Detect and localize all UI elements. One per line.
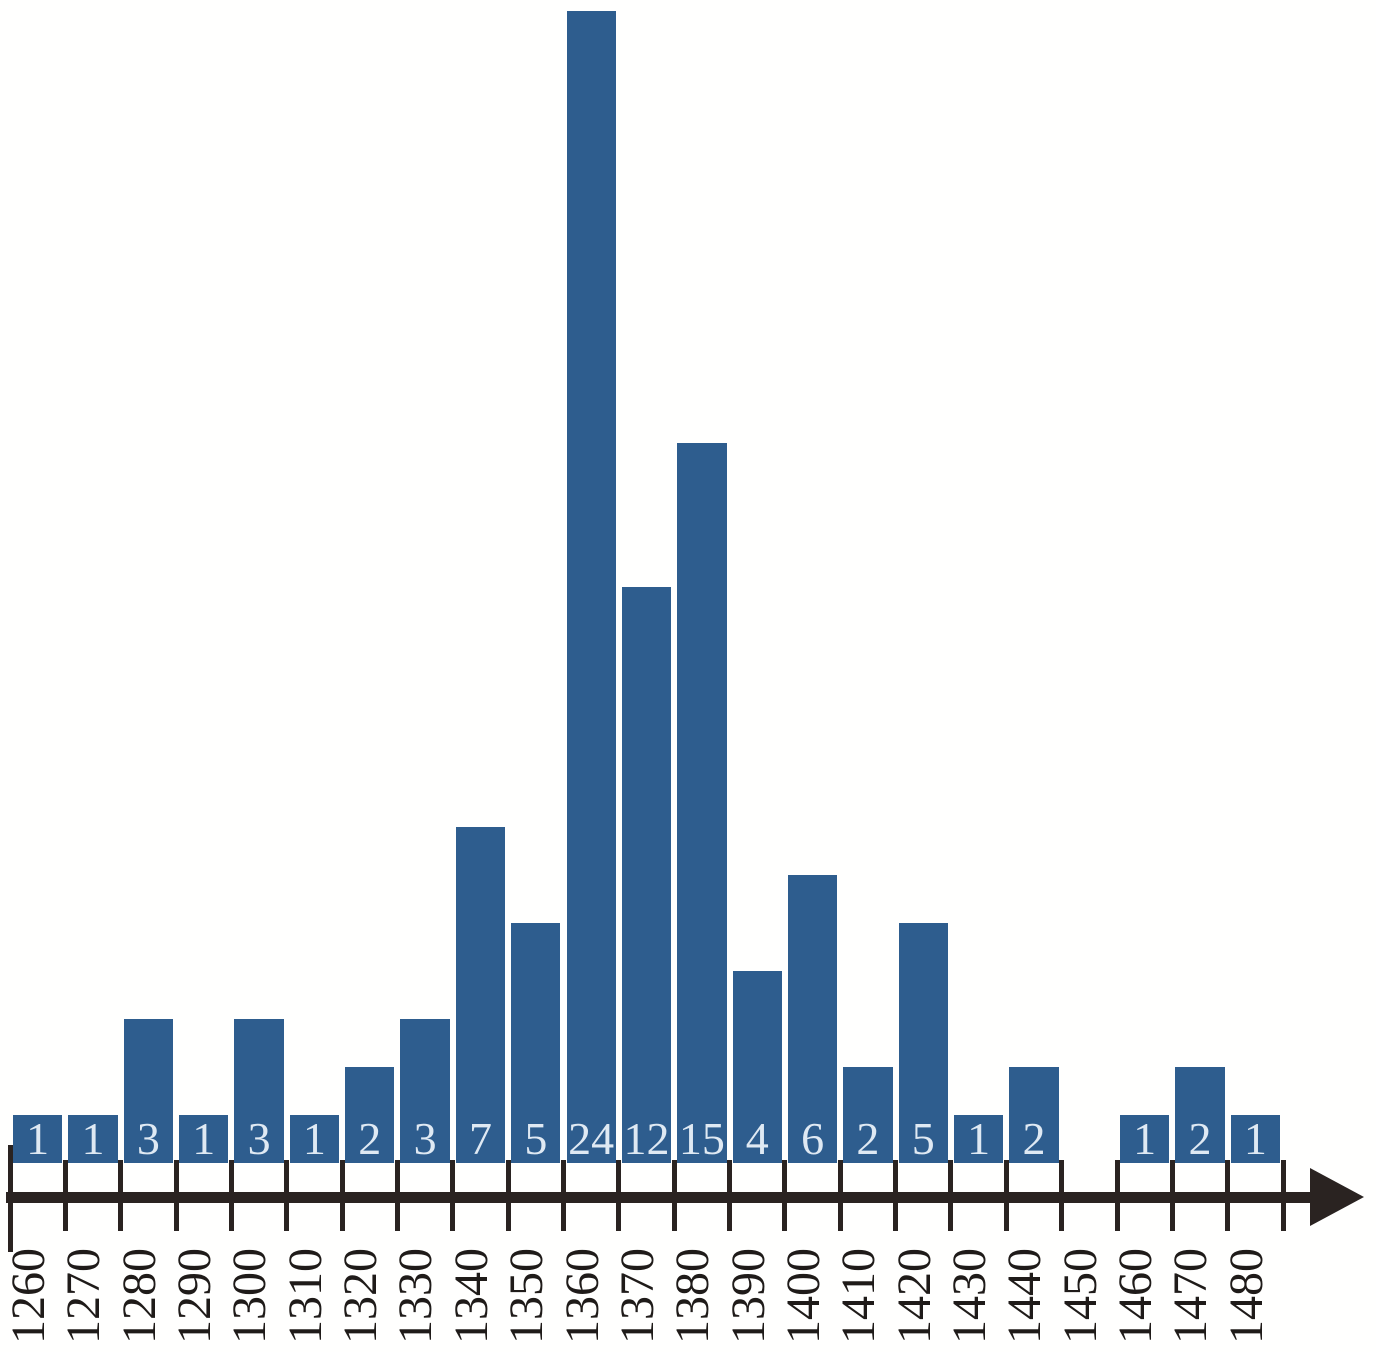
bar: 2 bbox=[843, 1067, 893, 1164]
axis-tick-label: 1390 bbox=[721, 1248, 775, 1344]
axis-tick-label: 1320 bbox=[334, 1248, 388, 1344]
bar-value-label: 3 bbox=[413, 1113, 437, 1164]
bar: 3 bbox=[123, 1019, 174, 1164]
bar-value-label: 15 bbox=[678, 1113, 725, 1164]
bar: 4 bbox=[732, 971, 782, 1164]
axis-tick-label: 1420 bbox=[887, 1248, 941, 1344]
axis-tick-label: 1350 bbox=[500, 1248, 554, 1344]
axis-tick-label: 1440 bbox=[998, 1248, 1052, 1344]
bar: 1 bbox=[953, 1113, 1004, 1164]
bar: 2 bbox=[1009, 1067, 1059, 1164]
axis-tick-label: 1290 bbox=[168, 1248, 222, 1344]
bar: 1 bbox=[289, 1113, 340, 1164]
bar-value-label: 2 bbox=[856, 1113, 880, 1164]
bar-value-label: 4 bbox=[745, 1113, 769, 1164]
x-axis-arrowhead-icon bbox=[1310, 1168, 1364, 1226]
axis-tick-label: 1470 bbox=[1164, 1248, 1218, 1344]
axis-tick-label: 1270 bbox=[57, 1248, 111, 1344]
axis-tick-label: 1400 bbox=[776, 1248, 830, 1344]
axis-tick-label: 1340 bbox=[444, 1248, 498, 1344]
axis-tick-label: 1310 bbox=[278, 1248, 332, 1344]
axis-tick-label: 1280 bbox=[112, 1248, 166, 1344]
axis-tick-label: 1410 bbox=[832, 1248, 886, 1344]
x-axis-line bbox=[6, 1192, 1312, 1203]
axis-tick-label: 1380 bbox=[666, 1248, 720, 1344]
axis-tick-label: 1300 bbox=[223, 1248, 277, 1344]
bar-value-label: 2 bbox=[1188, 1113, 1212, 1164]
axis-tick-label: 1430 bbox=[942, 1248, 996, 1344]
bar-value-label: 5 bbox=[911, 1113, 935, 1164]
bar-value-label: 12 bbox=[623, 1113, 670, 1164]
bar: 5 bbox=[898, 923, 948, 1164]
axis-tick-label: 1360 bbox=[555, 1248, 609, 1344]
bar-value-label: 5 bbox=[524, 1113, 548, 1164]
bar-value-label: 2 bbox=[358, 1113, 382, 1164]
bar: 5 bbox=[511, 923, 561, 1164]
bar: 1 bbox=[68, 1113, 118, 1164]
axis-tick-label: 1480 bbox=[1219, 1248, 1273, 1344]
bar-value-label: 6 bbox=[801, 1113, 825, 1164]
bar-value-label: 2 bbox=[1022, 1113, 1046, 1164]
bar: 1 bbox=[13, 1113, 63, 1164]
bar-value-label: 3 bbox=[247, 1113, 271, 1164]
bar: 1 bbox=[179, 1113, 229, 1164]
bar-value-label: 1 bbox=[1243, 1113, 1267, 1164]
bar: 12 bbox=[621, 587, 672, 1164]
bar-value-label: 24 bbox=[568, 1113, 615, 1164]
bar: 1 bbox=[1120, 1113, 1170, 1164]
bar-value-label: 1 bbox=[302, 1113, 326, 1164]
axis-tick-label: 1260 bbox=[2, 1248, 55, 1344]
bar-value-label: 7 bbox=[468, 1113, 492, 1164]
bar-value-label: 1 bbox=[192, 1113, 216, 1164]
bar: 2 bbox=[345, 1067, 395, 1164]
bar: 2 bbox=[1175, 1067, 1225, 1164]
axis-tick-label: 1370 bbox=[610, 1248, 664, 1344]
bar: 7 bbox=[455, 827, 506, 1164]
bar: 3 bbox=[400, 1019, 450, 1164]
axis-tick-label: 1450 bbox=[1053, 1248, 1107, 1344]
bar: 24 bbox=[566, 11, 616, 1164]
bar-value-label: 1 bbox=[26, 1113, 50, 1164]
axis-tick-label: 1330 bbox=[389, 1248, 443, 1344]
bar: 6 bbox=[787, 875, 838, 1164]
bar-value-label: 1 bbox=[1133, 1113, 1157, 1164]
axis-tick-label: 1460 bbox=[1109, 1248, 1162, 1344]
bar-value-label: 3 bbox=[136, 1113, 160, 1164]
bar: 15 bbox=[677, 443, 727, 1164]
bar: 1 bbox=[1230, 1113, 1281, 1164]
bar: 3 bbox=[234, 1019, 284, 1164]
bar-value-label: 1 bbox=[81, 1113, 105, 1164]
bar-value-label: 1 bbox=[967, 1113, 991, 1164]
